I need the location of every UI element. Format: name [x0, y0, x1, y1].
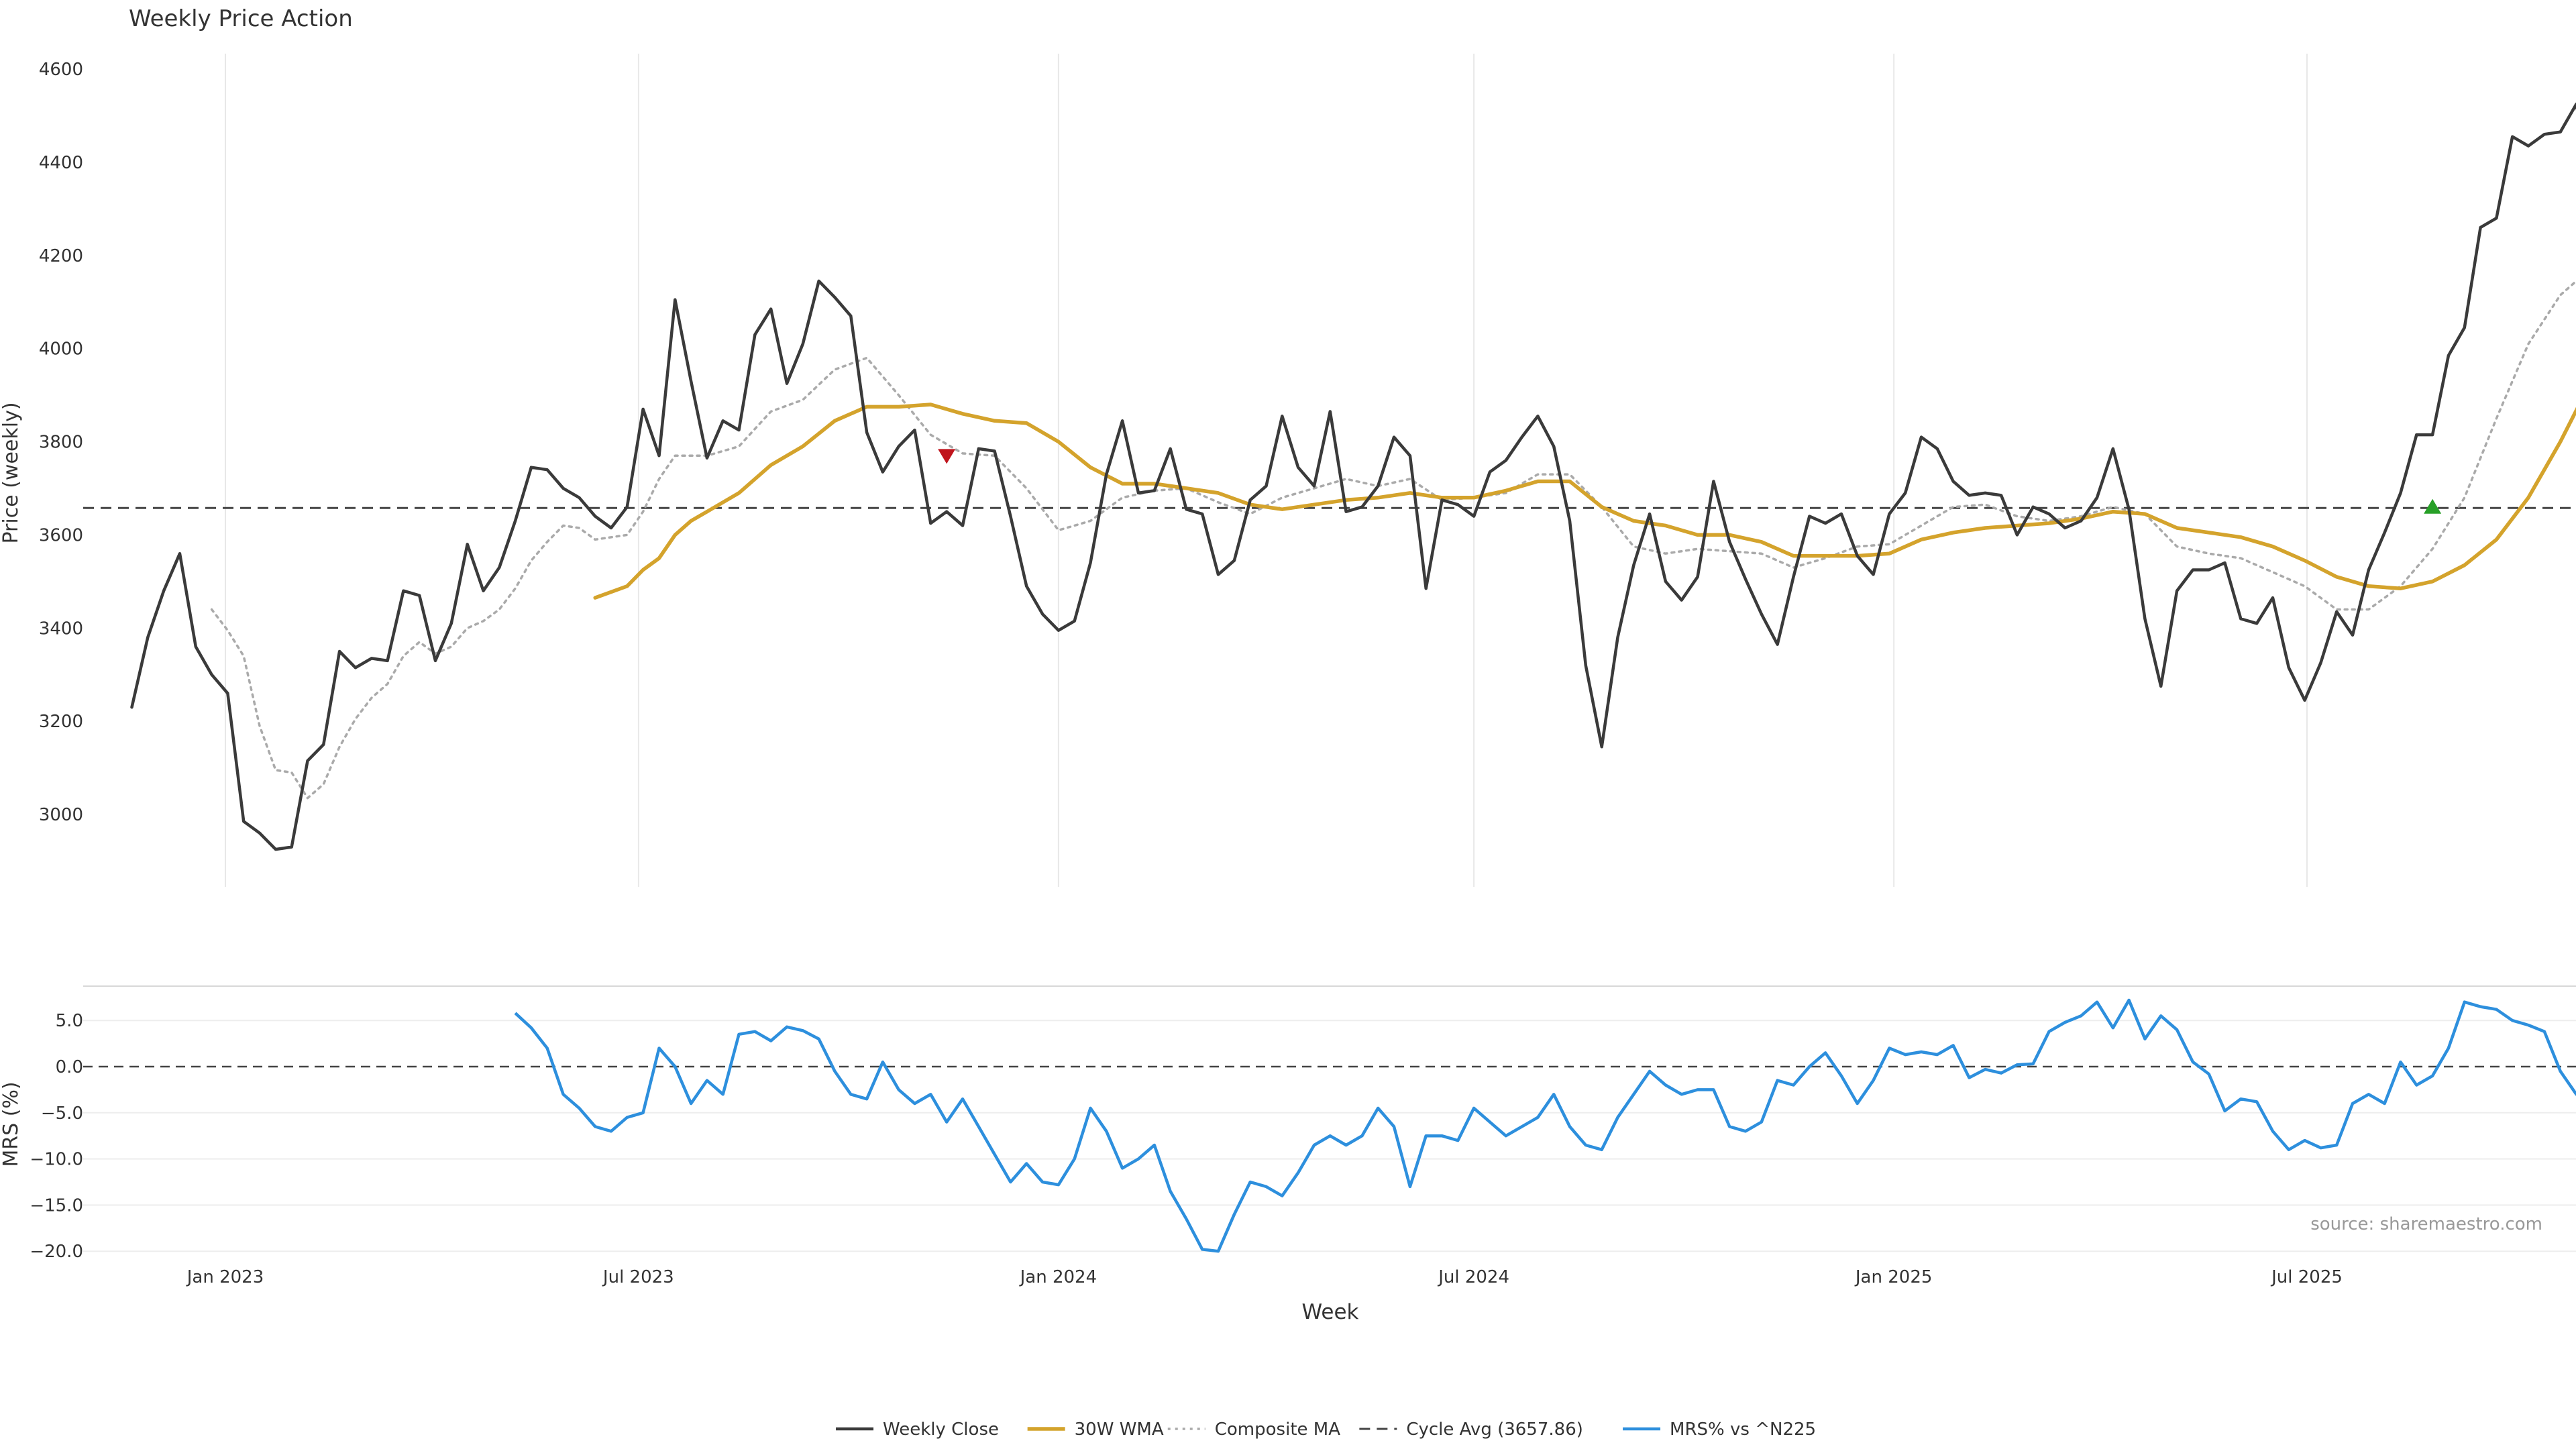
legend-label: Weekly Close	[883, 1419, 999, 1440]
series-weekly-close-line	[130, 102, 2576, 851]
mrs-y-tick-label: −20.0	[30, 1242, 83, 1262]
price-panel: 3000 3200 3400 3600 3800 4000 4200 4400 4600	[39, 54, 2576, 887]
legend-item: MRS% vs ^N225	[1623, 1419, 1816, 1440]
chart-title: Weekly Price Action	[129, 5, 353, 32]
source-annotation: source: sharemaestro.com	[2310, 1214, 2542, 1234]
x-tick-label: Jan 2025	[1854, 1267, 1933, 1287]
sell-signal-marker	[938, 449, 956, 464]
legend-item: 30W WMA	[1027, 1419, 1164, 1440]
price-y-tick-label: 4000	[39, 339, 83, 360]
x-tick-label: Jul 2023	[602, 1267, 674, 1287]
x-tick-label: Jul 2024	[1437, 1267, 1509, 1287]
buy-signal-marker	[2424, 498, 2442, 514]
price-y-tick-label: 4400	[39, 153, 83, 173]
mrs-y-tick-label: −10.0	[30, 1150, 83, 1170]
series-mrs-line	[514, 998, 2576, 1253]
price-y-tick-label: 3000	[39, 805, 83, 825]
x-tick-label: Jan 2024	[1019, 1267, 1097, 1287]
mrs-y-tick-label: 5.0	[56, 1011, 83, 1031]
price-y-tick-label: 3800	[39, 433, 83, 453]
mrs-panel: Jan 2023 Jul 2023 Jan 2024 Jul 2024 Jan 2025…	[30, 985, 2576, 1287]
legend-item: Cycle Avg (3657.86)	[1359, 1419, 1583, 1440]
x-tick-label: Jan 2023	[186, 1267, 264, 1287]
price-y-tick-label: 3400	[39, 619, 83, 639]
price-y-tick-label: 4200	[39, 246, 83, 266]
price-y-tick-label: 3600	[39, 525, 83, 545]
x-axis-label: Week	[1302, 1300, 1359, 1324]
price-y-tick-label: 4600	[39, 60, 83, 80]
legend-label: Composite MA	[1215, 1419, 1340, 1440]
legend-label: Cycle Avg (3657.86)	[1406, 1419, 1583, 1440]
mrs-y-tick-label: 0.0	[56, 1057, 83, 1077]
legend: Weekly Close 30W WMA Composite MA Cycle Avg…	[836, 1419, 1816, 1440]
price-y-axis-label: Price (weekly)	[0, 402, 23, 543]
legend-item: Composite MA	[1167, 1419, 1340, 1440]
series-30w-wma-line	[593, 402, 2576, 600]
mrs-y-tick-label: −15.0	[30, 1195, 83, 1216]
mrs-y-tick-label: −5.0	[41, 1104, 83, 1124]
price-y-tick-label: 3200	[39, 712, 83, 732]
legend-item: Weekly Close	[836, 1419, 999, 1440]
series-composite-ma-line	[210, 280, 2576, 800]
mrs-y-axis-label: MRS (%)	[0, 1081, 23, 1167]
legend-label: MRS% vs ^N225	[1670, 1419, 1816, 1440]
legend-label: 30W WMA	[1075, 1419, 1164, 1440]
x-tick-label: Jul 2025	[2270, 1267, 2343, 1287]
